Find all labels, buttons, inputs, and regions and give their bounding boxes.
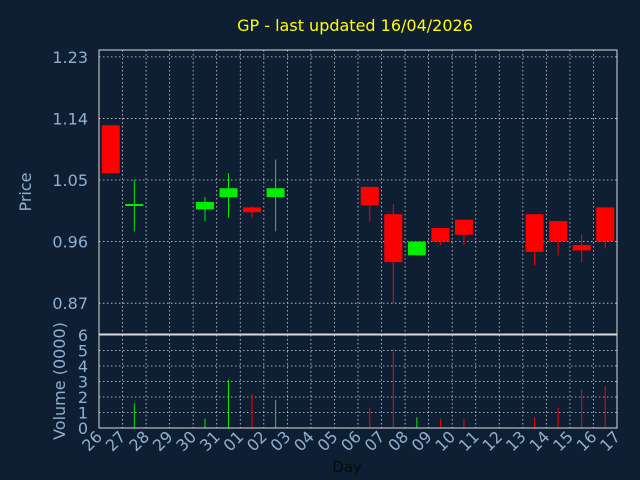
price-tick-labels: 0.87 0.96 1.05 1.14 1.23 [52, 48, 88, 313]
candle-body [572, 245, 591, 251]
x-tick-labels: 2627282930310102030405060708091011121314… [78, 427, 624, 455]
volume-tick-label: 4 [78, 357, 88, 376]
candle-body [431, 227, 450, 242]
volume-tick-label: 2 [78, 388, 88, 407]
volume-panel-frame [98, 334, 618, 429]
candle-body [549, 221, 568, 242]
candle-body [360, 186, 379, 206]
volume-tick-label: 3 [78, 373, 88, 392]
candle-body [101, 125, 120, 174]
candle-body [454, 219, 473, 235]
volume-axis-label: Volume (0000) [50, 322, 69, 440]
volume-tick-label: 6 [78, 326, 88, 345]
volume-grid [99, 335, 617, 428]
price-tick-label: 1.05 [52, 171, 88, 190]
candle-body [596, 207, 615, 242]
candle-body [195, 201, 214, 210]
candle-body [125, 203, 144, 206]
candle-body [525, 214, 544, 252]
volume-tick-label: 5 [78, 342, 88, 361]
x-axis-label: Day [332, 458, 362, 476]
candle-body [384, 214, 403, 263]
price-grid [99, 50, 617, 334]
price-axis-label: Price [16, 172, 35, 211]
candlestick-series [101, 125, 615, 304]
candle-body [266, 188, 285, 198]
chart-title: GP - last updated 16/04/2026 [237, 16, 473, 35]
price-tick-label: 1.14 [52, 109, 88, 128]
volume-series [133, 348, 606, 428]
price-tick-label: 1.23 [52, 48, 88, 67]
price-tick-label: 0.87 [52, 294, 88, 313]
volume-tick-label: 0 [78, 419, 88, 438]
candle-body [407, 241, 426, 256]
price-panel-frame [98, 49, 618, 335]
candle-body [243, 207, 262, 213]
price-tick-label: 0.96 [52, 233, 88, 252]
volume-tick-label: 1 [78, 404, 88, 423]
candle-body [219, 188, 238, 198]
